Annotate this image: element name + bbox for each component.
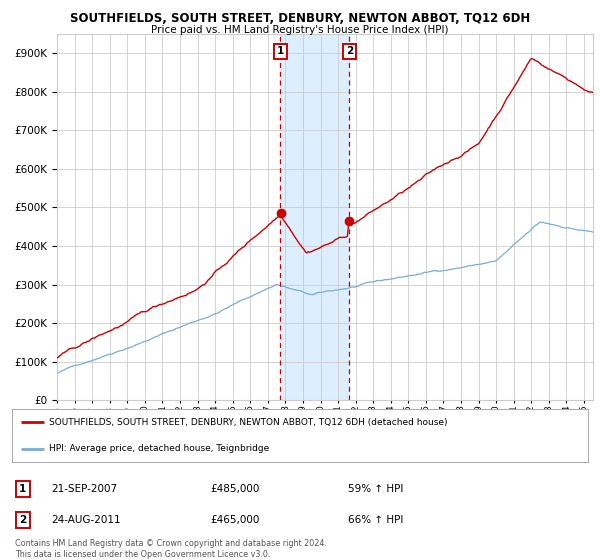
Text: 1: 1 xyxy=(277,46,284,57)
Text: 59% ↑ HPI: 59% ↑ HPI xyxy=(348,484,403,494)
Text: HPI: Average price, detached house, Teignbridge: HPI: Average price, detached house, Teig… xyxy=(49,444,269,453)
Text: SOUTHFIELDS, SOUTH STREET, DENBURY, NEWTON ABBOT, TQ12 6DH (detached house): SOUTHFIELDS, SOUTH STREET, DENBURY, NEWT… xyxy=(49,418,448,427)
Text: £485,000: £485,000 xyxy=(210,484,259,494)
Text: 24-AUG-2011: 24-AUG-2011 xyxy=(51,515,121,525)
Text: 66% ↑ HPI: 66% ↑ HPI xyxy=(348,515,403,525)
Bar xyxy=(280,34,349,400)
Text: SOUTHFIELDS, SOUTH STREET, DENBURY, NEWTON ABBOT, TQ12 6DH: SOUTHFIELDS, SOUTH STREET, DENBURY, NEWT… xyxy=(70,12,530,25)
Text: 2: 2 xyxy=(346,46,353,57)
Text: Price paid vs. HM Land Registry's House Price Index (HPI): Price paid vs. HM Land Registry's House … xyxy=(151,25,449,35)
Text: 21-SEP-2007: 21-SEP-2007 xyxy=(51,484,117,494)
Text: £465,000: £465,000 xyxy=(210,515,259,525)
Text: 1: 1 xyxy=(19,484,26,494)
Text: 2: 2 xyxy=(19,515,26,525)
Text: Contains HM Land Registry data © Crown copyright and database right 2024.
This d: Contains HM Land Registry data © Crown c… xyxy=(15,539,327,559)
